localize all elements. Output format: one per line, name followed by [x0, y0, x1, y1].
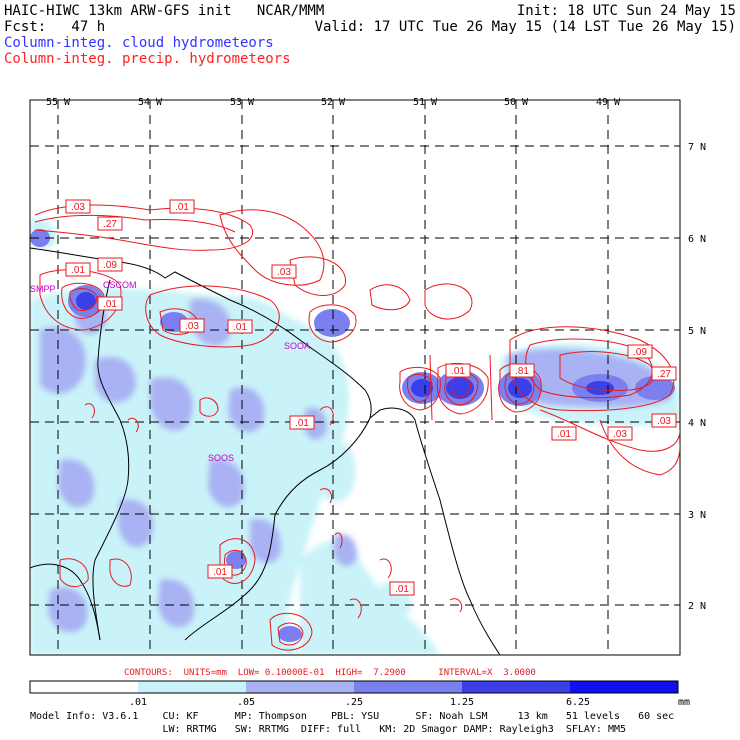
forecast-hour: Fcst: 47 h: [4, 19, 106, 35]
model-info-line1: Model Info: V3.6.1 CU: KF MP: Thompson P…: [30, 711, 675, 722]
contour-label: .03: [179, 318, 205, 333]
lon-labels: 55 W 54 W 53 W 52 W 51 W 50 W 49 W: [46, 97, 621, 108]
title-left: HAIC-HIWC 13km ARW-GFS init NCAR/MMM: [4, 3, 325, 19]
svg-text:mm: mm: [678, 697, 690, 708]
contour-label: .01: [207, 564, 233, 579]
svg-text:.01: .01: [233, 322, 247, 333]
svg-text:.03: .03: [71, 202, 85, 213]
svg-text:54 W: 54 W: [138, 97, 163, 108]
contour-label: .03: [65, 199, 91, 214]
svg-text:5 N: 5 N: [688, 326, 706, 337]
contour-label: .01: [389, 581, 415, 596]
svg-text:.09: .09: [633, 347, 647, 358]
colorbar: [29, 680, 679, 694]
svg-text:.03: .03: [657, 416, 671, 427]
colorbar-labels: .01 .05 .25 1.25 6.25 mm: [129, 697, 690, 708]
map-frame: [29, 99, 681, 656]
svg-text:6.25: 6.25: [566, 697, 590, 708]
svg-text:6 N: 6 N: [688, 234, 706, 245]
svg-text:.03: .03: [277, 267, 291, 278]
svg-text:.25: .25: [345, 697, 363, 708]
svg-text:.01: .01: [213, 567, 227, 578]
svg-text:53 W: 53 W: [230, 97, 255, 108]
contour-label: .09: [627, 344, 653, 359]
contour-label: .01: [169, 199, 195, 214]
svg-text:49 W: 49 W: [596, 97, 621, 108]
svg-text:50 W: 50 W: [504, 97, 529, 108]
svg-text:.01: .01: [451, 366, 465, 377]
site-label-smpp: SMPP: [30, 284, 56, 294]
svg-text:.09: .09: [103, 260, 117, 271]
contour-label: .03: [271, 264, 297, 279]
contour-label: .03: [607, 426, 633, 441]
svg-text:.81: .81: [515, 366, 529, 377]
svg-text:.01: .01: [175, 202, 189, 213]
legend-precip-text: Column-integ. precip. hydrometeors: [4, 51, 291, 67]
svg-text:51 W: 51 W: [413, 97, 438, 108]
coastline: [30, 247, 501, 655]
svg-text:1.25: 1.25: [450, 697, 474, 708]
init-time: Init: 18 UTC Sun 24 May 15: [516, 3, 736, 19]
graticule: [30, 100, 680, 655]
svg-text:.01: .01: [103, 299, 117, 310]
lat-labels: 7 N 6 N 5 N 4 N 3 N 2 N: [688, 142, 706, 612]
svg-text:.01: .01: [295, 418, 309, 429]
svg-text:.27: .27: [103, 219, 117, 230]
legend-cloud-text: Column-integ. cloud hydrometeors: [4, 35, 274, 51]
svg-text:.01: .01: [395, 584, 409, 595]
contour-label: .81: [509, 363, 535, 378]
model-info-line2: LW: RRTMG SW: RRTMG DIFF: full KM: 2D Sm…: [30, 724, 627, 735]
contours-info: CONTOURS: UNITS=mm LOW= 0.10000E-01 HIGH…: [124, 668, 536, 678]
svg-text:3 N: 3 N: [688, 510, 706, 521]
contour-label: .01: [445, 363, 471, 378]
site-label-cscom: CSCOM: [103, 280, 137, 290]
contour-label: .27: [651, 366, 677, 381]
contour-label: .01: [97, 296, 123, 311]
contour-label: .27: [97, 216, 123, 231]
svg-text:7 N: 7 N: [688, 142, 706, 153]
svg-text:4 N: 4 N: [688, 418, 706, 429]
svg-text:52 W: 52 W: [321, 97, 346, 108]
svg-text:.01: .01: [129, 697, 147, 708]
svg-text:.01: .01: [557, 429, 571, 440]
contour-label: .09: [97, 257, 123, 272]
contour-label: .01: [289, 415, 315, 430]
contour-label: .01: [227, 319, 253, 334]
svg-text:.27: .27: [657, 369, 671, 380]
contour-label: .01: [551, 426, 577, 441]
contour-labels: .03 .01 .27 .01 .09 .01 .03 .03 .01 .01 …: [65, 199, 677, 596]
site-labels: SMPP CSCOM SOOA SOOS: [30, 280, 310, 463]
svg-text:2 N: 2 N: [688, 601, 706, 612]
contour-label: .01: [65, 262, 91, 277]
svg-text:.05: .05: [237, 697, 255, 708]
svg-text:.01: .01: [71, 265, 85, 276]
precip-contours: [34, 204, 680, 651]
site-label-sooa: SOOA: [284, 341, 310, 351]
svg-text:.03: .03: [613, 429, 627, 440]
contour-label: .03: [651, 413, 677, 428]
svg-text:.03: .03: [185, 321, 199, 332]
svg-text:55 W: 55 W: [46, 97, 71, 108]
valid-time: Valid: 17 UTC Tue 26 May 15 (14 LST Tue …: [314, 19, 736, 35]
site-label-soos: SOOS: [208, 453, 234, 463]
